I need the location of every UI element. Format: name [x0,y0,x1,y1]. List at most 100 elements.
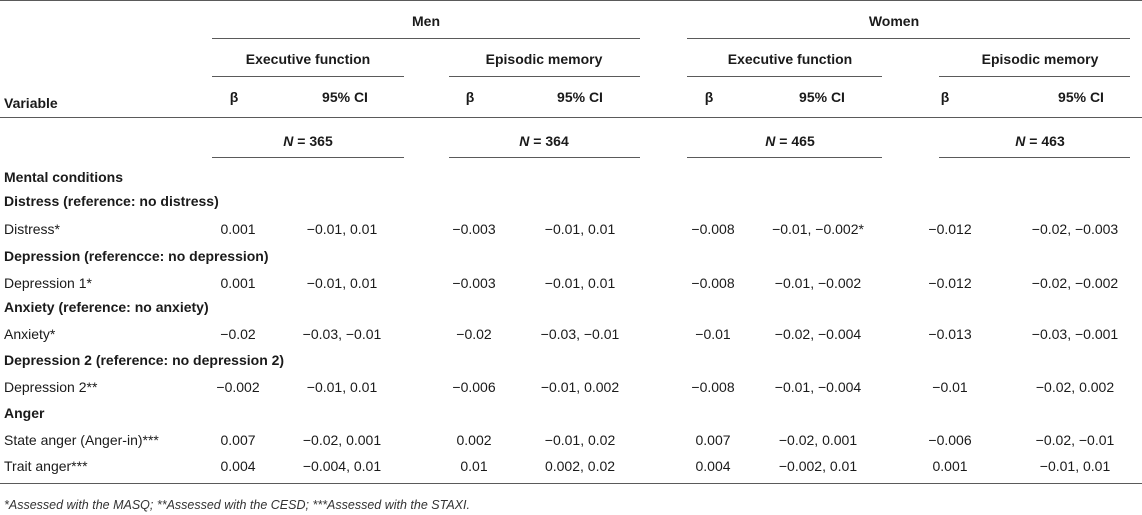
ci-value: −0.002, 0.01 [778,458,858,474]
beta-value: −0.006 [928,432,972,448]
beta-header: β [465,89,475,105]
sample-size-value: 465 [791,133,815,149]
n-underline [939,157,1130,158]
row-heading: Anxiety (reference: no anxiety) [4,299,209,315]
sample-size-equals: = [775,133,792,149]
ci-header: 95% CI [557,89,603,105]
ci-value: −0.02, −0.01 [1035,432,1115,448]
subgroup-label: Episodic memory [981,51,1099,67]
beta-header: β [940,89,950,105]
ci-value: −0.02, −0.003 [1031,221,1119,237]
beta-header: β [704,89,714,105]
beta-value: −0.012 [928,275,972,291]
sample-size-value: 364 [545,133,569,149]
subgroup-underline [212,76,404,77]
ci-value: −0.01, 0.01 [306,379,378,395]
beta-value: −0.01 [695,326,731,342]
beta-value: −0.003 [452,221,496,237]
beta-value: −0.02 [220,326,256,342]
ci-value: −0.01, 0.02 [544,432,616,448]
group-underline [212,38,640,39]
ci-value: −0.01, 0.002 [540,379,620,395]
ci-value: −0.01, 0.01 [544,221,616,237]
beta-value: 0.01 [460,458,488,474]
group-label: Women [868,13,920,29]
beta-header: β [229,89,239,105]
ci-value: −0.02, 0.002 [1035,379,1115,395]
subgroup-label: Executive function [727,51,853,67]
sample-size: N = 365 [283,132,332,150]
variable-header: Variable [4,95,58,111]
beta-value: 0.001 [932,458,968,474]
table-top-rule [0,0,1142,1]
row-label: State anger (Anger-in)*** [4,432,159,448]
ci-value: −0.004, 0.01 [302,458,382,474]
beta-value: −0.012 [928,221,972,237]
sample-size-symbol: N [519,133,530,149]
header-rule [0,117,1142,118]
subgroup-underline [449,76,640,77]
beta-value: −0.008 [691,275,735,291]
ci-value: −0.01, 0.01 [544,275,616,291]
footnote: *Assessed with the MASQ; **Assessed with… [4,498,470,512]
row-heading: Depression 2 (reference: no depression 2… [4,352,285,368]
row-heading: Depression (referencce: no depression) [4,248,269,264]
row-label: Trait anger*** [4,458,88,474]
sample-size: N = 465 [765,132,814,150]
ci-value: 0.002, 0.02 [544,458,616,474]
n-underline [449,157,640,158]
ci-value: −0.01, 0.01 [306,221,378,237]
row-label: Depression 1* [4,275,92,291]
beta-value: 0.001 [220,275,256,291]
sample-size-symbol: N [765,133,776,149]
ci-value: −0.01, −0.002* [772,221,864,237]
sample-size: N = 463 [1015,132,1064,150]
beta-value: −0.002 [216,379,260,395]
beta-value: 0.001 [220,221,256,237]
row-heading: Anger [4,405,45,421]
section-title: Mental conditions [4,169,123,185]
sample-size-equals: = [1025,133,1042,149]
beta-value: 0.004 [695,458,731,474]
beta-value: −0.02 [456,326,492,342]
beta-value: −0.013 [928,326,972,342]
beta-value: −0.01 [932,379,968,395]
beta-value: −0.008 [691,221,735,237]
ci-value: −0.02, −0.004 [774,326,862,342]
subgroup-underline [939,76,1130,77]
sample-size-symbol: N [283,133,294,149]
row-label: Anxiety* [4,326,56,342]
ci-value: −0.01, 0.01 [1039,458,1111,474]
beta-value: −0.003 [452,275,496,291]
ci-header: 95% CI [322,89,368,105]
sample-size-value: 365 [309,133,333,149]
ci-value: −0.02, 0.001 [778,432,858,448]
subgroup-underline [687,76,882,77]
beta-value: 0.007 [695,432,731,448]
ci-value: −0.01, 0.01 [306,275,378,291]
ci-header: 95% CI [799,89,845,105]
ci-value: −0.03, −0.01 [302,326,382,342]
sample-size-symbol: N [1015,133,1026,149]
n-underline [212,157,404,158]
sample-size: N = 364 [519,132,568,150]
ci-value: −0.01, −0.002 [774,275,862,291]
ci-value: −0.02, −0.002 [1031,275,1119,291]
table-bottom-rule [0,483,1142,484]
group-label: Men [412,13,440,29]
sample-size-equals: = [293,133,310,149]
n-underline [687,157,882,158]
ci-header: 95% CI [1058,89,1104,105]
subgroup-label: Executive function [245,51,371,67]
subgroup-label: Episodic memory [485,51,603,67]
beta-value: 0.007 [220,432,256,448]
ci-value: −0.02, 0.001 [302,432,382,448]
beta-value: −0.008 [691,379,735,395]
ci-value: −0.01, −0.004 [774,379,862,395]
beta-value: 0.002 [456,432,492,448]
sample-size-equals: = [529,133,546,149]
group-underline [687,38,1130,39]
sample-size-value: 463 [1041,133,1065,149]
ci-value: −0.03, −0.001 [1031,326,1119,342]
beta-value: 0.004 [220,458,256,474]
